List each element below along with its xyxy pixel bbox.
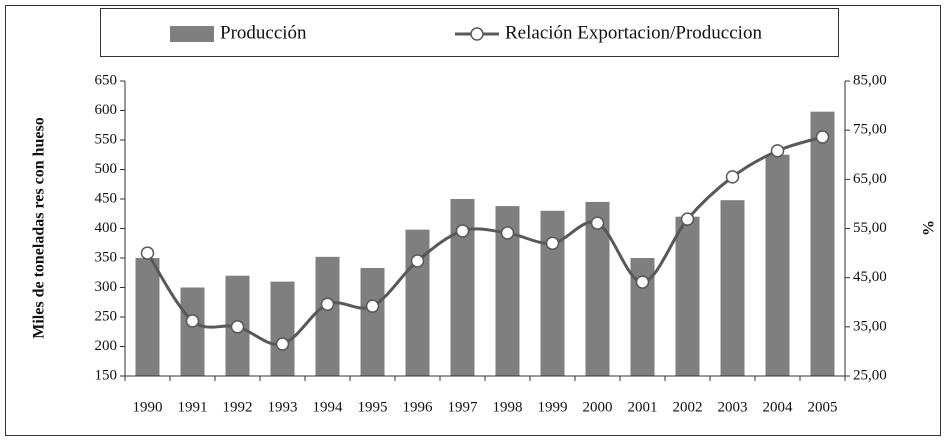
line-point (770, 144, 785, 158)
y2-tick-label: 35,00 (853, 318, 887, 334)
legend-label: Relación Exportacion/Produccion (505, 22, 762, 43)
x-tick-label: 2003 (718, 399, 748, 415)
line-point (725, 170, 740, 184)
y-tick-label: 400 (95, 220, 118, 236)
line-point (500, 226, 515, 240)
y-axis-label: Miles de toneladas res con hueso (31, 117, 48, 338)
bar (270, 281, 295, 376)
y-tick-label: 300 (95, 279, 118, 295)
line-point (185, 314, 200, 328)
line (146, 135, 823, 347)
line-point (590, 216, 605, 230)
y-tick-label: 450 (95, 190, 118, 206)
bar (180, 287, 205, 376)
y-tick-label: 250 (95, 308, 118, 324)
legend-swatch (470, 27, 484, 41)
bar (315, 256, 340, 376)
bar (720, 200, 745, 376)
bar (360, 268, 385, 376)
x-tick-label: 1995 (358, 399, 388, 415)
bar (810, 111, 835, 377)
y-tick-label: 200 (95, 338, 118, 354)
x-tick-label: 1997 (448, 399, 479, 415)
line-point (410, 254, 425, 268)
y-tick-label: 600 (95, 102, 118, 118)
line-point (545, 236, 560, 250)
line-point (815, 130, 830, 144)
bar (540, 210, 565, 376)
x-tick-label: 2000 (583, 399, 613, 415)
x-tick-label: 1992 (223, 399, 253, 415)
x-tick-label: 1991 (178, 399, 208, 415)
y-tick-label: 500 (95, 161, 118, 177)
x-tick-label: 2004 (763, 399, 794, 415)
line-point (275, 337, 290, 351)
x-tick-label: 1994 (313, 399, 344, 415)
bar (405, 229, 430, 376)
line-point (455, 224, 470, 238)
bar (765, 154, 790, 376)
y2-tick-label: 55,00 (853, 220, 887, 236)
line-point (320, 297, 335, 311)
y2-tick-label: 25,00 (853, 367, 887, 383)
y-tick-label: 650 (95, 72, 118, 88)
y2-axis-label: % (921, 220, 938, 236)
x-tick-label: 1999 (538, 399, 568, 415)
x-tick-label: 1993 (268, 399, 298, 415)
x-tick-label: 2001 (628, 399, 658, 415)
bar (675, 216, 700, 376)
x-tick-label: 2005 (808, 399, 838, 415)
bar (135, 258, 160, 376)
y-tick-label: 550 (95, 131, 118, 147)
x-tick-label: 1990 (133, 399, 163, 415)
y2-tick-label: 65,00 (853, 171, 887, 187)
line-point (680, 212, 695, 226)
legend-label: Producción (220, 22, 307, 43)
legend-swatch (170, 26, 214, 42)
x-tick-label: 2002 (673, 399, 703, 415)
y2-tick-label: 75,00 (853, 122, 887, 138)
line-point (140, 246, 155, 260)
y2-tick-label: 45,00 (853, 269, 887, 285)
y2-tick-label: 85,00 (853, 72, 887, 88)
line-point (635, 275, 650, 289)
line-point (365, 299, 380, 313)
y-tick-label: 150 (95, 367, 118, 383)
y-tick-label: 350 (95, 249, 118, 265)
line-point (230, 320, 245, 334)
x-tick-label: 1996 (403, 399, 434, 415)
x-tick-label: 1998 (493, 399, 523, 415)
